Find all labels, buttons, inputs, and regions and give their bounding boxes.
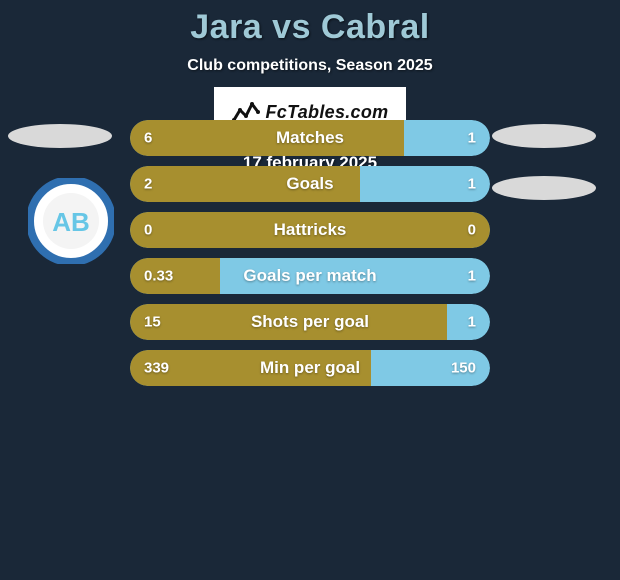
stat-row: 2Goals1 <box>130 166 490 202</box>
stat-left-fill <box>130 120 404 156</box>
stat-right-value: 0 <box>468 222 476 239</box>
stat-right-value: 1 <box>468 130 476 147</box>
club-right-badge-placeholder <box>492 176 596 200</box>
stat-left-fill <box>130 166 360 202</box>
club-left-badge: AB <box>28 178 114 264</box>
stat-left-fill <box>130 304 447 340</box>
player-left-photo-placeholder <box>8 124 112 148</box>
stat-left-value: 0 <box>144 222 152 239</box>
stat-left-value: 2 <box>144 176 152 193</box>
stat-row: 0Hattricks0 <box>130 212 490 248</box>
stat-right-value: 1 <box>468 314 476 331</box>
svg-text:AB: AB <box>52 207 90 237</box>
stat-row: 15Shots per goal1 <box>130 304 490 340</box>
stat-right-value: 1 <box>468 176 476 193</box>
stat-row: 6Matches1 <box>130 120 490 156</box>
stat-row: 339Min per goal150 <box>130 350 490 386</box>
stat-row: 0.33Goals per match1 <box>130 258 490 294</box>
stat-left-value: 339 <box>144 360 169 377</box>
stats-area: 6Matches1 2Goals1 0Hattricks0 0.33Goals per… <box>130 120 490 396</box>
page-title: Jara vs Cabral <box>0 0 620 47</box>
stat-left-value: 6 <box>144 130 152 147</box>
stat-left-value: 0.33 <box>144 268 173 285</box>
stat-left-value: 15 <box>144 314 161 331</box>
stat-left-fill <box>130 212 490 248</box>
page-subtitle: Club competitions, Season 2025 <box>0 57 620 75</box>
stat-right-value: 150 <box>451 360 476 377</box>
player-right-photo-placeholder <box>492 124 596 148</box>
stat-right-value: 1 <box>468 268 476 285</box>
